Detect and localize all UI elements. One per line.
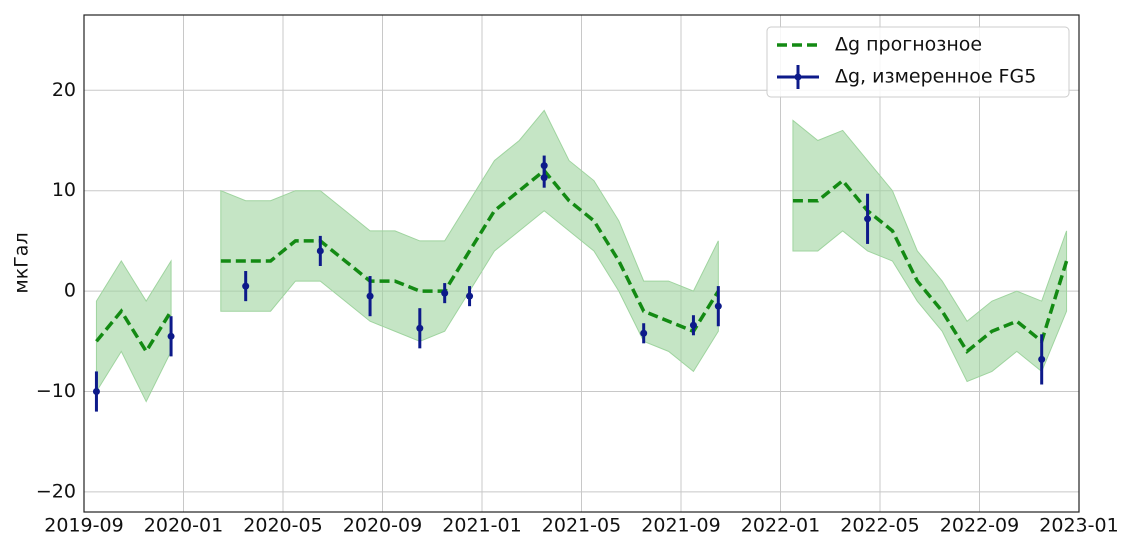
measurement-point xyxy=(366,292,374,300)
measurement-point xyxy=(416,324,424,332)
measurement-point xyxy=(540,174,548,182)
measurement-point xyxy=(540,162,548,170)
y-tick-label: 20 xyxy=(52,79,76,101)
y-axis-label: мкГал xyxy=(11,232,33,293)
y-tick-label: 10 xyxy=(52,179,76,201)
measurement-point xyxy=(1038,355,1046,363)
measurement-point xyxy=(167,332,175,340)
x-tick-label: 2023-01 xyxy=(1039,515,1118,537)
measurement-point xyxy=(714,302,722,310)
x-tick-label: 2019-09 xyxy=(44,515,123,537)
legend-label: Δg прогнозное xyxy=(835,34,982,56)
x-tick-label: 2021-01 xyxy=(442,515,521,537)
measurement-point xyxy=(466,292,474,300)
y-tick-label: −20 xyxy=(36,480,76,502)
legend-label: Δg, измеренное FG5 xyxy=(835,66,1036,88)
measurement-point xyxy=(689,321,697,329)
plot-frame xyxy=(83,14,1080,513)
x-tick-label: 2022-09 xyxy=(940,515,1019,537)
measurement-point xyxy=(864,215,872,223)
measurement-point xyxy=(316,247,324,255)
forecast-band xyxy=(792,119,1068,383)
x-tick-label: 2021-05 xyxy=(542,515,621,537)
y-tick-label: −10 xyxy=(36,380,76,402)
forecast-line xyxy=(95,168,1069,355)
legend-box xyxy=(766,26,1070,98)
x-tick-label: 2022-05 xyxy=(840,515,919,537)
measurement-point xyxy=(640,329,648,337)
forecast-band xyxy=(220,109,719,373)
x-tick-label: 2020-09 xyxy=(343,515,422,537)
x-tick-label: 2020-01 xyxy=(144,515,223,537)
measurement-point xyxy=(242,282,250,290)
x-tick-label: 2020-05 xyxy=(243,515,322,537)
measurement-point xyxy=(92,388,100,396)
y-tick-label: 0 xyxy=(64,280,76,302)
measurement-point xyxy=(441,289,449,297)
x-tick-label: 2022-01 xyxy=(741,515,820,537)
legend-swatch xyxy=(794,73,802,81)
x-tick-label: 2021-09 xyxy=(641,515,720,537)
